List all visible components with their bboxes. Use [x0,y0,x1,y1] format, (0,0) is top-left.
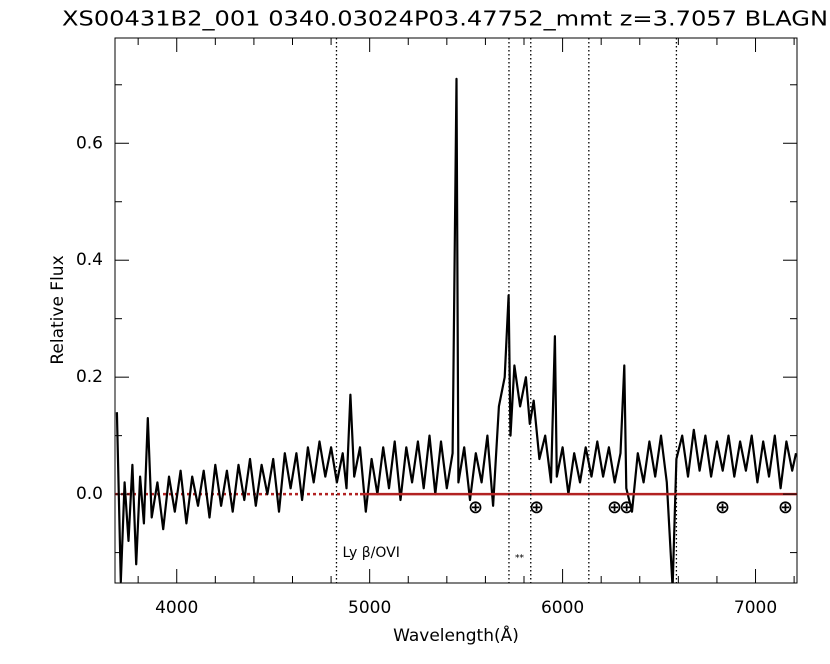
y-tick-label: 0.6 [76,133,103,153]
plot-frame [114,37,798,584]
x-axis-label: Wavelength(Å) [393,624,519,646]
spectrum-line [115,77,797,583]
plot-area [115,77,797,583]
y-tick-label: 0.0 [76,484,103,504]
y-tick-label: 0.4 [76,250,103,270]
telluric-marker: ⊕ [778,497,793,518]
x-tick-label: 5000 [348,598,391,618]
telluric-marker: ⊕ [715,497,730,518]
telluric-marker: ⊕ [468,497,483,518]
chart-title: XS00431B2_001 0340.03024P03.47752_mmt z=… [62,7,828,31]
telluric-marker: ⊕ [607,497,622,518]
line-marker-label: Ly β/OVI [342,545,399,561]
y-axis-label: Relative Flux [48,255,68,364]
x-tick-label: 4000 [155,598,198,618]
telluric-marker: ⊕ [529,497,544,518]
line-marker-label: ** [515,554,525,564]
x-tick-label: 7000 [734,598,777,618]
x-tick-label: 6000 [541,598,584,618]
y-tick-label: 0.2 [76,367,103,387]
telluric-marker: ⊕ [619,497,634,518]
